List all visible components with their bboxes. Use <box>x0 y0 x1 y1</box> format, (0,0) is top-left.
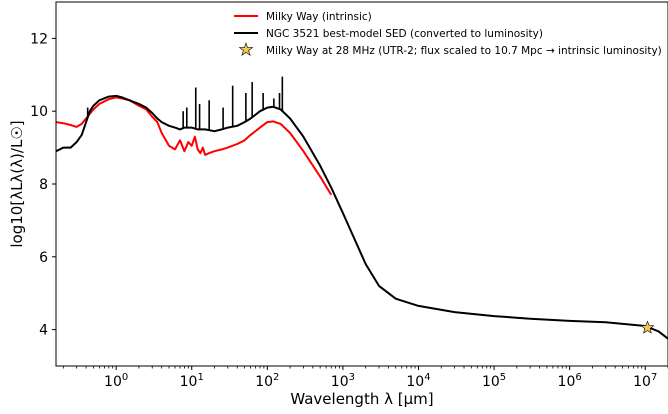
legend-label-milky-way: Milky Way (intrinsic) <box>266 11 372 23</box>
y-tick-label: 8 <box>39 177 48 193</box>
x-tick-label: 104 <box>406 372 430 390</box>
y-tick-label: 4 <box>39 323 48 339</box>
legend-label-ngc3521: NGC 3521 best-model SED (converted to lu… <box>266 28 543 40</box>
y-tick-label: 12 <box>30 31 48 47</box>
x-tick-label: 100 <box>104 372 128 390</box>
x-tick-label: 101 <box>180 372 204 390</box>
series-line-1 <box>56 94 668 340</box>
star-marker <box>640 320 655 334</box>
x-tick-label: 106 <box>558 372 582 390</box>
y-axis-label: log10[λLλ(λ)/L☉] <box>8 120 26 247</box>
legend: Milky Way (intrinsic) NGC 3521 best-mode… <box>234 11 662 57</box>
y-tick-label: 6 <box>39 250 48 266</box>
y-tick-label: 10 <box>30 104 48 120</box>
series-line-0 <box>56 96 333 196</box>
x-tick-label: 107 <box>633 372 657 390</box>
legend-star-icon <box>238 42 254 56</box>
x-tick-label: 103 <box>331 372 355 390</box>
x-tick-label: 105 <box>482 372 506 390</box>
x-axis-label: Wavelength λ [μm] <box>290 390 433 408</box>
legend-label-utr2-marker: Milky Way at 28 MHz (UTR-2; flux scaled … <box>266 45 662 57</box>
x-tick-label: 102 <box>255 372 279 390</box>
